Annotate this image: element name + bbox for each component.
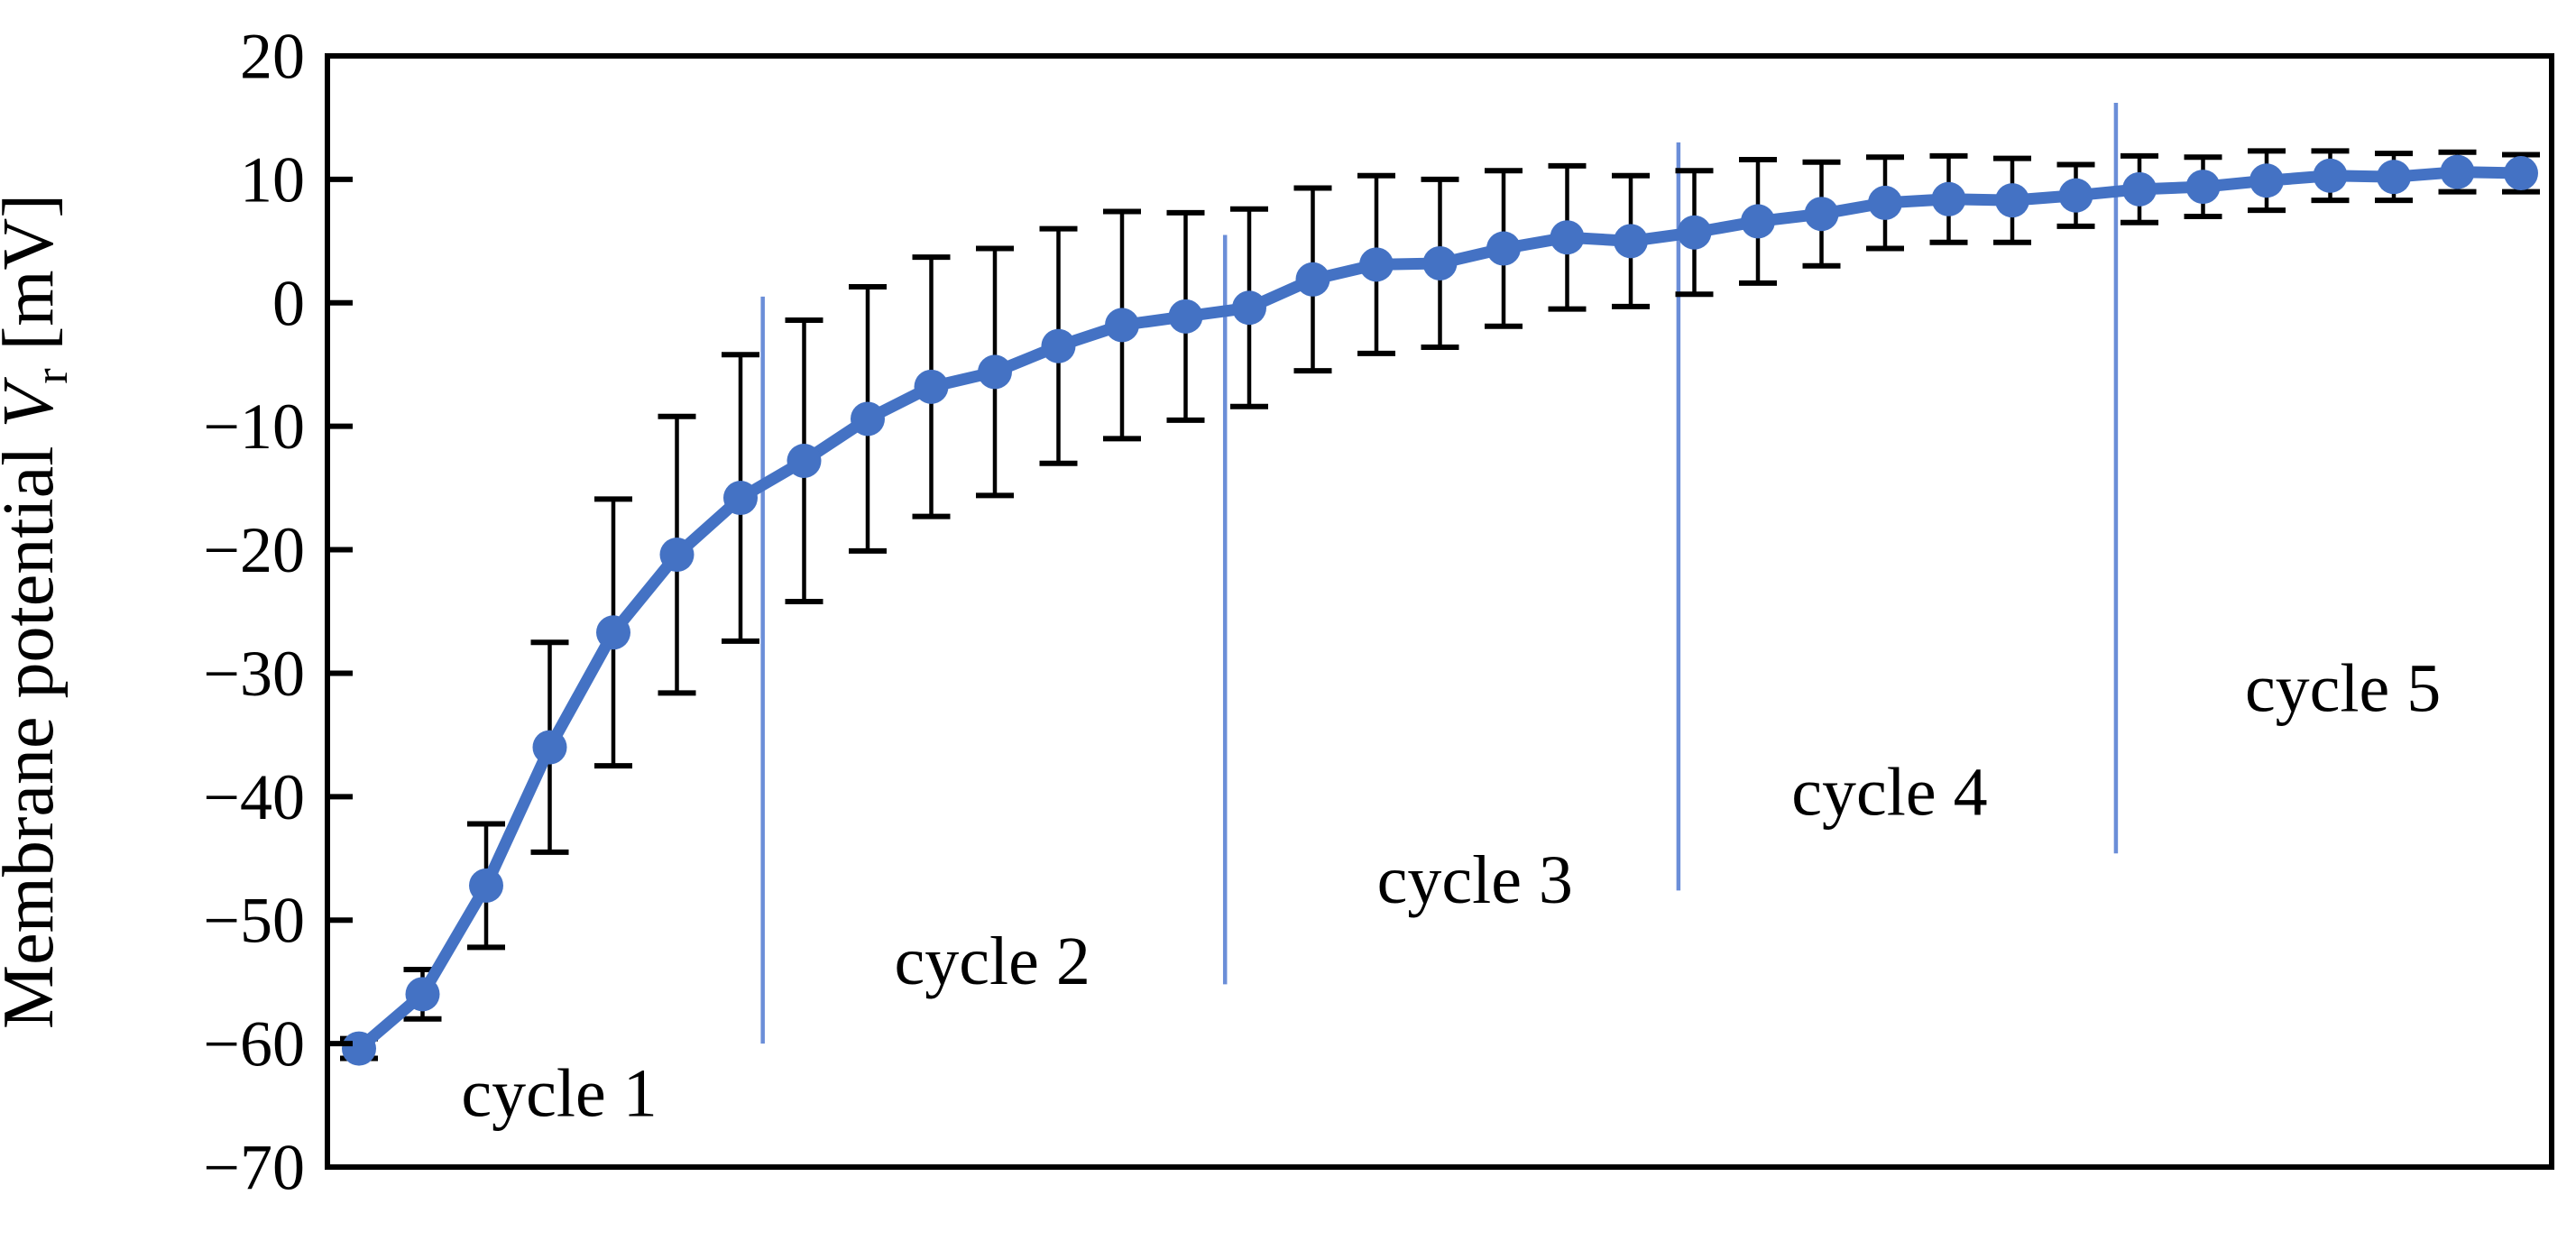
annotation-cycle-2: cycle 2 xyxy=(895,924,1090,999)
data-point-marker xyxy=(723,481,758,516)
cycle-divider-lines xyxy=(760,103,2119,1044)
annotation-cycle-3: cycle 3 xyxy=(1377,842,1573,918)
y-axis-tick-label: −20 xyxy=(203,514,305,586)
y-axis-tick-label: −10 xyxy=(203,391,305,463)
data-point-marker xyxy=(1677,215,1712,250)
y-axis-title-text: Membrane potential Vr [mV] xyxy=(0,194,78,1029)
data-point-marker xyxy=(978,354,1012,390)
data-point-marker xyxy=(1995,183,2029,218)
data-point-marker xyxy=(2185,170,2221,205)
data-series xyxy=(342,154,2538,1066)
y-axis-tick-label: −30 xyxy=(203,638,305,710)
data-point-marker xyxy=(2440,154,2475,189)
data-point-marker xyxy=(2377,160,2411,195)
y-axis-title-suffix: [mV] xyxy=(0,194,69,368)
data-point-marker xyxy=(596,615,630,650)
data-point-marker xyxy=(1804,197,1839,232)
data-point-marker xyxy=(2313,158,2348,193)
y-axis-tick-label: −70 xyxy=(203,1131,305,1203)
y-axis-tick-label: 10 xyxy=(240,143,305,216)
data-point-marker xyxy=(1422,245,1458,280)
data-point-marker xyxy=(469,868,503,903)
data-point-marker xyxy=(1741,204,1775,239)
data-point-marker xyxy=(2249,163,2284,198)
data-point-marker xyxy=(1486,231,1521,266)
data-point-marker xyxy=(1614,224,1648,259)
plot-border xyxy=(325,53,2554,1170)
axes xyxy=(325,53,2554,1170)
y-axis-tick-label: 0 xyxy=(272,267,305,339)
y-axis-tick-label: −40 xyxy=(203,761,305,833)
data-point-marker xyxy=(2504,156,2538,191)
data-point-marker xyxy=(2122,171,2157,207)
data-point-marker xyxy=(659,538,695,573)
y-axis-tick-label: −50 xyxy=(203,885,305,957)
y-axis-tick-label: −60 xyxy=(203,1008,305,1080)
y-axis-title-symbol: V xyxy=(0,377,69,428)
annotation-cycle-4: cycle 4 xyxy=(1791,755,1987,831)
data-point-marker xyxy=(1041,328,1076,363)
y-axis-tick-label: 20 xyxy=(240,20,305,92)
annotation-cycle-1: cycle 1 xyxy=(461,1056,657,1132)
data-point-marker xyxy=(2058,178,2093,213)
y-axis-title-subscript: r xyxy=(26,368,78,383)
y-axis-title-prefix: Membrane potential xyxy=(0,428,69,1029)
y-axis-tick-labels: 20 10 0 −10 −20 −30 −40 −50 −60 −70 xyxy=(203,20,305,1203)
data-point-marker xyxy=(405,977,440,1012)
data-point-marker xyxy=(851,401,885,437)
data-point-marker xyxy=(1295,262,1330,297)
data-point-marker xyxy=(1868,185,1902,220)
data-point-marker xyxy=(787,443,822,478)
cycle-annotations: cycle 1 cycle 2 cycle 3 cycle 4 cycle 5 xyxy=(461,651,2441,1132)
data-point-marker xyxy=(342,1031,376,1066)
error-bars xyxy=(340,148,2540,1062)
data-point-marker xyxy=(1550,220,1585,255)
y-axis-title: Membrane potential Vr [mV] xyxy=(0,194,78,1029)
data-point-marker xyxy=(532,730,567,765)
data-point-marker xyxy=(1359,247,1394,282)
data-point-marker xyxy=(1232,290,1266,326)
data-point-marker xyxy=(1105,308,1139,343)
annotation-cycle-5: cycle 5 xyxy=(2245,651,2441,727)
data-point-marker xyxy=(1168,299,1203,334)
data-point-marker xyxy=(914,369,949,404)
data-point-marker xyxy=(1931,181,1966,216)
